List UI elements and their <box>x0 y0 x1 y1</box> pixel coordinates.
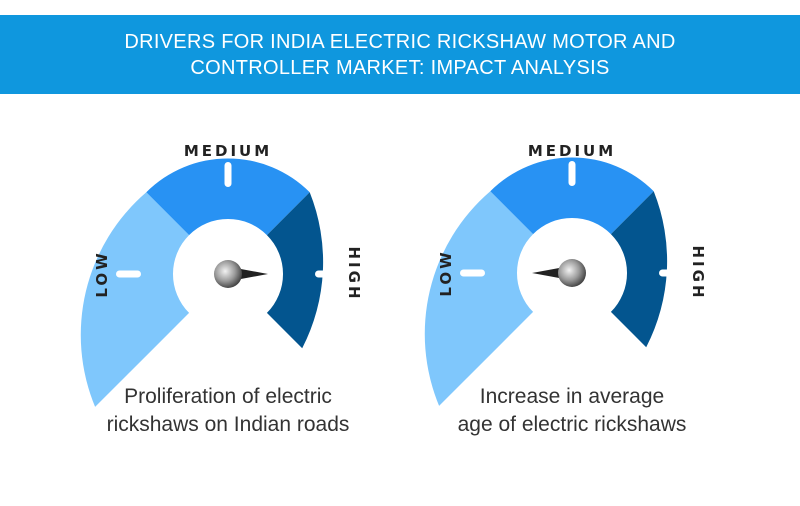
gauge-segment-high <box>610 191 668 348</box>
caption-line-2: age of electric rickshaws <box>457 413 687 436</box>
tick-medium <box>224 162 232 187</box>
label-medium: MEDIUM <box>184 142 272 160</box>
caption-line-1: Increase in average <box>479 385 665 408</box>
label-medium: MEDIUM <box>528 142 616 160</box>
caption-line-1: Proliferation of electric <box>124 385 332 408</box>
label-low: LOW <box>93 250 111 297</box>
gauge-needle <box>532 266 570 280</box>
gauge-segment-low <box>80 192 190 407</box>
tick-low <box>116 270 141 278</box>
label-high: HIGH <box>345 246 363 301</box>
gauge-hub <box>214 260 242 288</box>
caption-line-2: rickshaws on Indian roads <box>106 413 350 436</box>
tick-high <box>659 269 684 277</box>
gauge-segment-medium <box>146 158 310 236</box>
label-high: HIGH <box>689 245 707 300</box>
title-banner: DRIVERS FOR INDIA ELECTRIC RICKSHAW MOTO… <box>0 15 800 94</box>
gauge-1-caption: Proliferation of electric rickshaws on I… <box>68 383 388 439</box>
tick-high <box>315 270 340 278</box>
gauge-2-caption: Increase in average age of electric rick… <box>412 383 732 439</box>
gauge-segment-medium <box>490 157 654 235</box>
label-low: LOW <box>437 249 455 296</box>
title-line-1: DRIVERS FOR INDIA ELECTRIC RICKSHAW MOTO… <box>124 30 676 53</box>
tick-medium <box>568 161 576 186</box>
tick-low <box>460 269 485 277</box>
gauge-hub <box>558 259 586 287</box>
gauge-segment-low <box>424 191 534 406</box>
gauge-needle <box>230 267 268 281</box>
gauge-segment-high <box>266 192 324 349</box>
title-line-2: CONTROLLER MARKET: IMPACT ANALYSIS <box>190 56 610 79</box>
